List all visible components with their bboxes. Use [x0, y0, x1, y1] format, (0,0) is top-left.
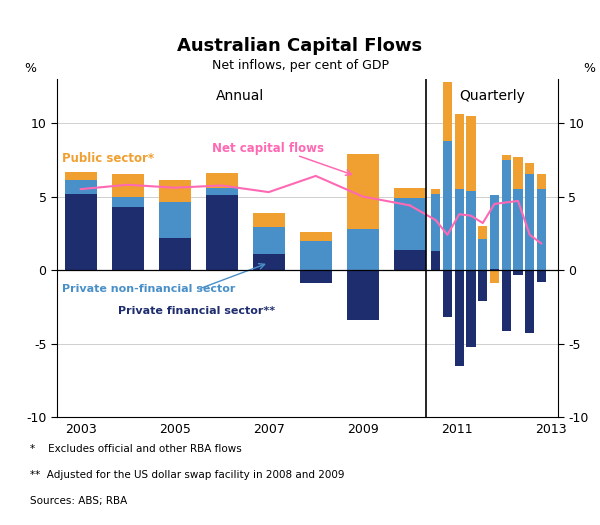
Bar	[490, 270, 499, 284]
Bar	[502, 270, 511, 331]
Bar	[537, 270, 546, 282]
Bar	[300, 240, 332, 270]
Bar	[347, 229, 379, 270]
Bar	[253, 213, 284, 227]
Bar	[431, 189, 440, 194]
Bar	[112, 207, 143, 270]
Bar	[206, 188, 238, 195]
Bar	[490, 269, 499, 270]
Bar	[112, 196, 143, 207]
Bar	[431, 251, 440, 270]
Bar	[466, 270, 476, 346]
Bar	[443, 82, 452, 141]
Bar	[525, 270, 535, 333]
Bar	[158, 180, 191, 203]
Bar	[65, 181, 97, 194]
Bar	[455, 189, 464, 270]
Bar	[65, 172, 97, 180]
Bar	[525, 174, 535, 270]
Bar	[478, 270, 487, 301]
Bar	[455, 270, 464, 366]
Bar	[347, 154, 379, 229]
Bar	[502, 155, 511, 160]
Bar	[158, 203, 191, 238]
Text: Private non-financial sector: Private non-financial sector	[62, 284, 235, 294]
Text: %: %	[584, 62, 596, 76]
Text: *    Excludes official and other RBA flows: * Excludes official and other RBA flows	[30, 444, 242, 454]
Text: Sources: ABS; RBA: Sources: ABS; RBA	[30, 496, 127, 506]
Text: Australian Capital Flows: Australian Capital Flows	[178, 37, 422, 55]
Bar	[514, 270, 523, 275]
Bar	[347, 270, 379, 320]
Bar	[300, 232, 332, 240]
Text: Public sector*: Public sector*	[62, 152, 154, 165]
Bar	[455, 114, 464, 189]
Text: Private financial sector**: Private financial sector**	[118, 306, 275, 317]
Bar	[112, 174, 143, 196]
Bar	[158, 238, 191, 270]
Bar	[466, 116, 476, 191]
Bar	[394, 188, 426, 198]
Bar	[502, 160, 511, 270]
Text: **  Adjusted for the US dollar swap facility in 2008 and 2009: ** Adjusted for the US dollar swap facil…	[30, 470, 344, 480]
Bar	[466, 191, 476, 270]
Bar	[514, 157, 523, 189]
Bar	[253, 227, 284, 254]
Bar	[394, 198, 426, 249]
Bar	[443, 141, 452, 270]
Bar	[537, 189, 546, 270]
Bar	[300, 270, 332, 284]
Bar	[514, 189, 523, 270]
Text: Quarterly: Quarterly	[459, 89, 525, 103]
Bar	[478, 239, 487, 270]
Text: Net inflows, per cent of GDP: Net inflows, per cent of GDP	[212, 59, 389, 72]
Bar	[206, 173, 238, 188]
Bar	[394, 249, 426, 270]
Bar	[206, 195, 238, 270]
Bar	[490, 195, 499, 269]
Bar	[537, 174, 546, 189]
Bar	[253, 254, 284, 270]
Text: %: %	[25, 62, 37, 76]
Bar	[478, 226, 487, 239]
Text: Annual: Annual	[217, 89, 265, 103]
Bar	[65, 194, 97, 270]
Text: Net capital flows: Net capital flows	[212, 142, 324, 155]
Bar	[443, 270, 452, 317]
Bar	[525, 163, 535, 174]
Bar	[431, 194, 440, 251]
